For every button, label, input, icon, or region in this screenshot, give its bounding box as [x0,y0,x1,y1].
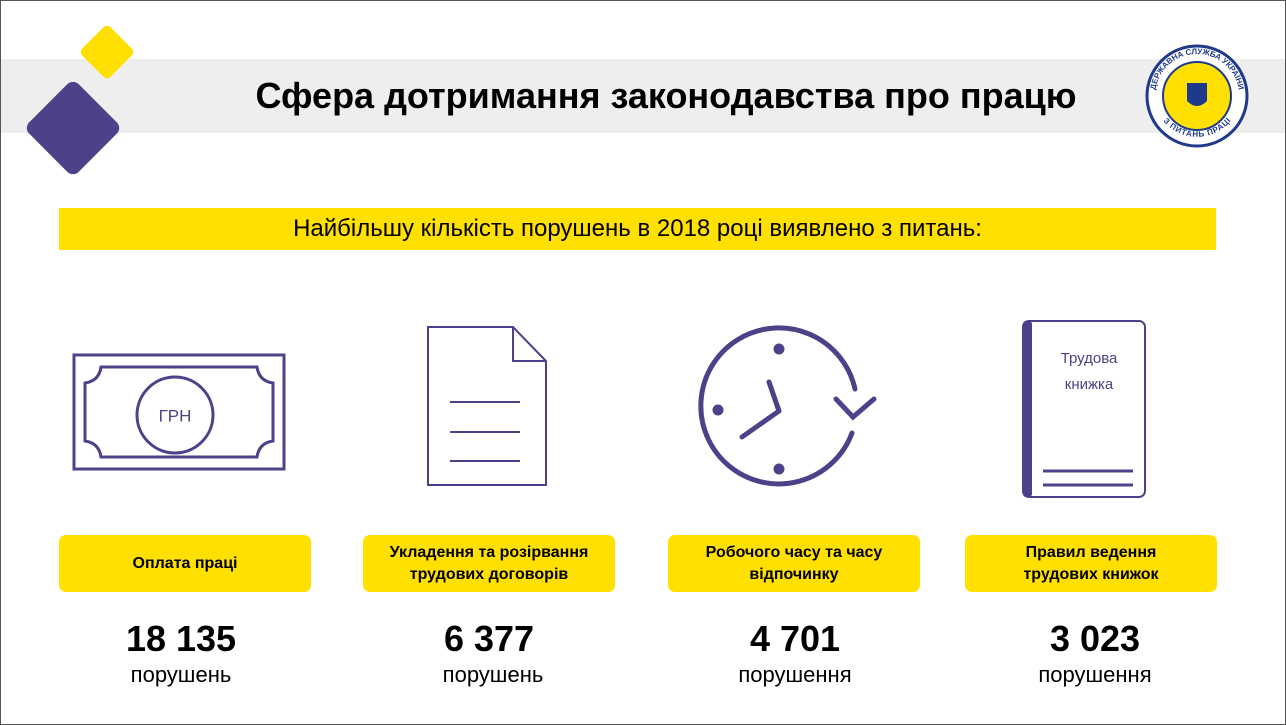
item-value: 4 701 [749,618,841,659]
purple-diamond [26,81,120,175]
document-icon [427,326,547,486]
item-label: Робочого часу та часу відпочинку [668,535,920,592]
item-label: Укладення та розірвання трудових договор… [363,535,615,592]
logo: ДЕРЖАВНА СЛУЖБА УКРАЇНИ З ПИТАНЬ ПРАЦІ [1145,44,1249,148]
item-label: Оплата праці [59,535,311,592]
title-band [1,59,1285,133]
item-label: Правил ведення трудових книжок [965,535,1217,592]
item-unit: порушень [130,662,232,687]
item-unit: порушення [738,662,852,687]
icon-text: ГРН [159,406,192,425]
icon-text: книжка [1065,376,1114,393]
item-value: 6 377 [443,618,535,659]
subtitle: Найбільшу кількість порушень в 2018 році… [59,208,1216,250]
item-value: 18 135 [125,618,237,659]
yellow-diamond [80,25,134,79]
clock-icon [698,325,877,487]
money-icon [72,353,286,471]
item-unit: порушень [442,662,544,687]
item-unit: порушення [1038,662,1152,687]
title: Сфера дотримання законодавства про працю [255,75,1077,116]
icon-text: Трудова [1061,350,1118,367]
item-value: 3 023 [1049,618,1141,659]
book-icon [1022,320,1146,498]
